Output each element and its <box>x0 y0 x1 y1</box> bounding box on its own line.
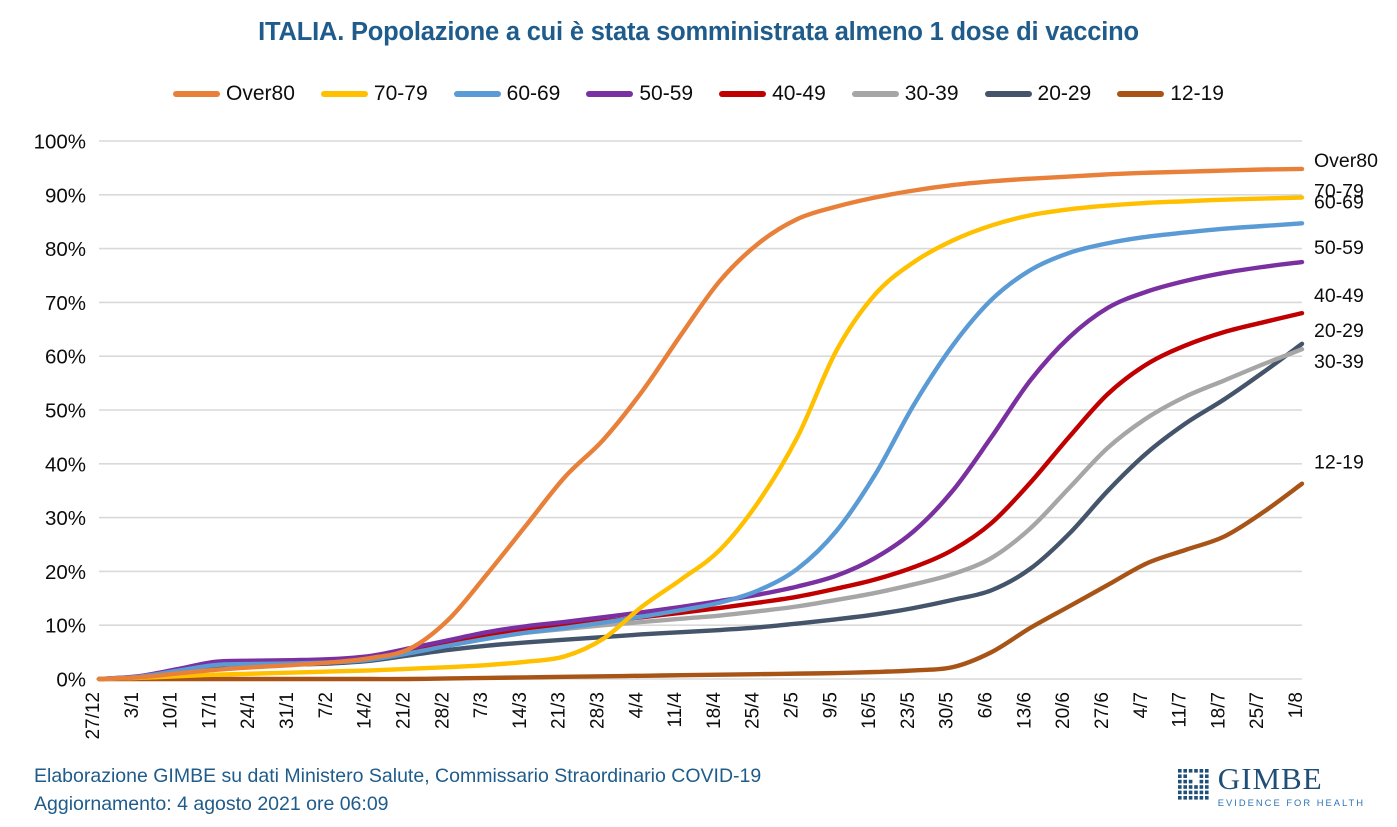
gimbe-tagline: EVIDENCE FOR HEALTH <box>1217 797 1365 808</box>
x-tick-label: 28/2 <box>432 692 453 729</box>
legend-swatch-icon <box>586 91 634 97</box>
x-tick-label: 18/7 <box>1208 692 1229 729</box>
legend-label: 50-59 <box>639 82 694 105</box>
legend-swatch-icon <box>851 91 899 97</box>
gimbe-wordmark: GIMBE <box>1217 761 1323 796</box>
x-tick-label: 25/4 <box>743 692 764 729</box>
x-tick-label: 7/3 <box>471 692 492 718</box>
x-tick-label: 14/2 <box>355 692 376 729</box>
page-title: ITALIA. Popolazione a cui è stata sommin… <box>258 18 1139 46</box>
y-tick-label: 10% <box>45 615 86 638</box>
gimbe-logo-text: GIMBE EVIDENCE FOR HEALTH <box>1218 763 1365 807</box>
legend-label: 40-49 <box>772 82 826 105</box>
x-tick-label: 7/2 <box>316 692 337 718</box>
x-tick-label: 28/3 <box>587 692 608 729</box>
series-end-label-12-19: 12-19 <box>1314 452 1364 474</box>
y-tick-label: 90% <box>45 184 86 207</box>
series-lines-group <box>96 166 1305 682</box>
x-tick-label: 27/6 <box>1092 692 1113 729</box>
series-end-label-40-49: 40-49 <box>1314 285 1364 307</box>
x-tick-label: 25/7 <box>1247 692 1268 729</box>
x-tick-label: 30/5 <box>937 692 958 729</box>
series-line-50-59 <box>96 259 1305 682</box>
legend-label: Over80 <box>226 82 295 105</box>
series-line-over80 <box>96 166 1305 682</box>
y-tick-label: 80% <box>45 238 86 261</box>
y-tick-label: 70% <box>45 292 86 315</box>
y-tick-label: 0% <box>56 669 86 692</box>
x-tick-label: 31/1 <box>277 692 298 729</box>
legend-swatch-icon <box>320 91 368 97</box>
legend-swatch-icon <box>1117 91 1165 97</box>
x-tick-label: 21/2 <box>393 692 414 729</box>
legend-item-12-19[interactable]: 12-19 <box>1117 82 1224 106</box>
x-tick-label: 2/5 <box>782 692 803 718</box>
x-tick-label: 4/4 <box>626 692 647 719</box>
chart-legend: Over80 70-79 60-69 50-59 40-49 30-39 20-29 12-1… <box>0 82 1397 106</box>
y-tick-label: 30% <box>45 507 86 530</box>
legend-item-30-39[interactable]: 30-39 <box>851 82 959 106</box>
x-tick-label: 27/12 <box>83 692 104 740</box>
x-tick-label: 23/5 <box>898 692 919 729</box>
series-line-20-29 <box>96 341 1305 682</box>
series-line-12-19 <box>96 481 1305 682</box>
legend-item-20-29[interactable]: 20-29 <box>984 82 1092 106</box>
x-tick-label: 1/8 <box>1286 692 1307 718</box>
gimbe-logo: GIMBE EVIDENCE FOR HEALTH <box>1177 763 1365 807</box>
x-tick-label: 11/4 <box>665 692 686 728</box>
legend-label: 30-39 <box>904 82 959 105</box>
legend-item-70-79[interactable]: 70-79 <box>320 82 428 106</box>
y-tick-label: 40% <box>45 453 86 476</box>
footer-update-line: Aggiornamento: 4 agosto 2021 ore 06:09 <box>34 793 389 815</box>
series-end-label-20-29: 20-29 <box>1314 320 1364 342</box>
legend-label: 70-79 <box>373 82 428 105</box>
series-line-70-79 <box>96 195 1305 682</box>
y-tick-label: 60% <box>45 346 86 369</box>
y-tick-label: 100% <box>34 131 86 154</box>
series-end-label-30-39: 30-39 <box>1314 351 1364 373</box>
x-tick-label: 21/3 <box>549 692 570 729</box>
legend-label: 12-19 <box>1170 82 1224 105</box>
y-tick-label: 20% <box>45 561 86 584</box>
series-end-label-over80: Over80 <box>1314 150 1378 172</box>
legend-label: 20-29 <box>1037 82 1092 105</box>
series-end-label-60-69: 60-69 <box>1314 191 1364 213</box>
legend-swatch-icon <box>984 91 1032 97</box>
x-tick-label: 13/6 <box>1014 692 1035 729</box>
series-end-label-50-59: 50-59 <box>1314 237 1364 259</box>
x-tick-label: 14/3 <box>510 692 531 729</box>
x-tick-label: 18/4 <box>704 692 725 729</box>
footer-credits: Elaborazione GIMBE su dati Ministero Sal… <box>34 762 761 818</box>
footer-source-line: Elaborazione GIMBE su dati Ministero Sal… <box>34 765 762 787</box>
legend-item-50-59[interactable]: 50-59 <box>586 82 693 106</box>
series-line-40-49 <box>96 310 1305 682</box>
y-axis-tick-labels: 0% 10% 20% 30% 40% 50% 60% 70% 80% 90% 100% <box>34 131 86 692</box>
x-tick-label: 9/5 <box>820 692 841 718</box>
x-tick-label: 10/1 <box>161 692 182 729</box>
x-tick-label: 24/1 <box>238 692 259 729</box>
x-tick-label: 6/6 <box>976 692 997 718</box>
x-tick-label: 3/1 <box>122 692 143 718</box>
x-tick-label: 17/1 <box>199 692 220 729</box>
legend-swatch-icon <box>173 91 221 97</box>
x-tick-label: 20/6 <box>1053 692 1074 729</box>
legend-item-60-69[interactable]: 60-69 <box>453 82 561 106</box>
x-tick-label: 4/7 <box>1131 692 1152 718</box>
legend-item-over80[interactable]: Over80 <box>173 82 295 106</box>
y-tick-label: 50% <box>45 400 86 423</box>
x-tick-label: 11/7 <box>1170 692 1191 728</box>
gridlines-group <box>99 140 1302 680</box>
x-axis-tick-labels: 27/12 3/1 10/1 17/1 24/1 31/1 7/2 14/2 21/2 28/2 7… <box>83 692 1307 740</box>
legend-item-40-49[interactable]: 40-49 <box>719 82 826 106</box>
series-end-label-70-79: 70-79 <box>1314 180 1364 202</box>
x-tick-label: 16/5 <box>859 692 880 729</box>
legend-swatch-icon <box>453 91 501 97</box>
legend-swatch-icon <box>719 91 767 97</box>
legend-label: 60-69 <box>506 82 561 105</box>
gimbe-grid-logo-icon <box>1177 768 1209 800</box>
